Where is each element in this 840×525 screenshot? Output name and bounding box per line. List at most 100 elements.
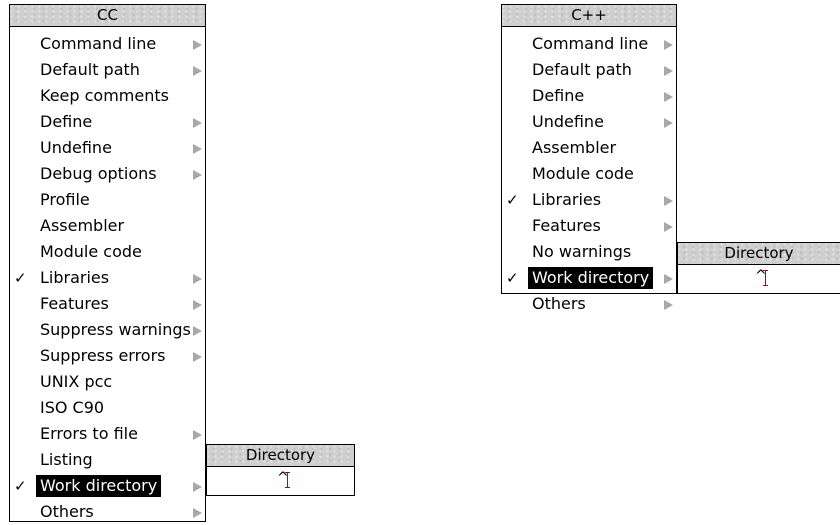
cc-menu: CC Command line Default path Keep comments… [9,4,206,522]
menu-item-label: Features [532,216,601,235]
submenu-arrow-icon[interactable] [193,300,202,310]
cpp-directory-title: Directory [678,243,840,265]
menu-item-label: Default path [40,60,140,79]
tick-icon: ✓ [506,269,519,287]
menu-item-label: Module code [532,164,634,183]
menu-item-label: Keep comments [40,86,169,105]
menu-item[interactable]: Suppress warnings [10,317,205,343]
menu-item[interactable]: ✓ Work directory [502,265,676,291]
submenu-arrow-icon[interactable] [193,170,202,180]
menu-item[interactable]: UNIX pcc [10,369,205,395]
cc-directory-title: Directory [207,445,354,467]
cc-directory-value: ^ [277,470,289,486]
menu-item-label: Others [40,502,94,521]
submenu-arrow-icon[interactable] [193,40,202,50]
menu-item-label: No warnings [532,242,632,261]
menu-item-label: Assembler [532,138,617,157]
menu-item[interactable]: Assembler [10,213,205,239]
submenu-arrow-icon[interactable] [664,222,673,232]
submenu-arrow-icon[interactable] [664,118,673,128]
menu-item[interactable]: Command line [10,31,205,57]
menu-item[interactable]: Define [10,109,205,135]
menu-item[interactable]: Define [502,83,676,109]
menu-item-label: Debug options [40,164,157,183]
menu-item-label: Define [532,86,585,105]
menu-item-label: Others [532,294,586,313]
menu-item-label: UNIX pcc [40,372,113,391]
text-cursor-icon [285,472,290,488]
submenu-arrow-icon[interactable] [664,92,673,102]
menu-item[interactable]: No warnings [502,239,676,265]
submenu-arrow-icon[interactable] [664,300,673,310]
menu-item-label: ISO C90 [40,398,105,417]
menu-item-label: Work directory [36,475,162,497]
menu-item[interactable]: Suppress errors [10,343,205,369]
menu-item-label: Errors to file [40,424,138,443]
menu-item-label: Libraries [40,268,110,287]
cc-directory-dialog: Directory ^ [206,444,355,496]
submenu-arrow-icon[interactable] [193,508,202,518]
menu-item-label: Work directory [528,267,654,289]
cpp-directory-value: ^ [755,268,767,284]
menu-item-label: Libraries [532,190,602,209]
menu-item-label: Suppress warnings [40,320,191,339]
submenu-arrow-icon[interactable] [193,66,202,76]
submenu-arrow-icon[interactable] [664,66,673,76]
cc-directory-input[interactable]: ^ [207,467,354,493]
submenu-arrow-icon[interactable] [193,482,202,492]
tick-icon: ✓ [506,191,519,209]
menu-item-label: Module code [40,242,142,261]
menu-item-label: Define [40,112,93,131]
menu-item-label: Command line [532,34,649,53]
menu-item[interactable]: Features [502,213,676,239]
menu-item[interactable]: Command line [502,31,676,57]
cpp-menu: C++ Command line Default path Define Undefi… [501,4,677,313]
menu-item[interactable]: Undefine [10,135,205,161]
menu-item[interactable]: Module code [10,239,205,265]
cc-menu-items: Command line Default path Keep comments Def… [10,27,205,525]
menu-item[interactable]: Default path [502,57,676,83]
menu-item-label: Assembler [40,216,125,235]
submenu-arrow-icon[interactable] [193,430,202,440]
menu-item-label: Features [40,294,109,313]
menu-item-label: Suppress errors [40,346,166,365]
menu-item[interactable]: ✓ Libraries [10,265,205,291]
cpp-directory-input[interactable]: ^ [678,265,840,291]
menu-item-label: Listing [40,450,93,469]
menu-item-label: Undefine [532,112,604,131]
menu-item[interactable]: ISO C90 [10,395,205,421]
menu-item[interactable]: Others [10,499,205,525]
cpp-menu-items: Command line Default path Define Undefine As… [502,27,676,317]
menu-item[interactable]: Others [502,291,676,317]
menu-item-label: Undefine [40,138,112,157]
menu-item[interactable]: Features [10,291,205,317]
submenu-arrow-icon[interactable] [193,274,202,284]
menu-item[interactable]: Listing [10,447,205,473]
cc-menu-title: CC [10,5,205,27]
menu-item-label: Default path [532,60,632,79]
menu-item[interactable]: Default path [10,57,205,83]
cpp-menu-title: C++ [502,5,676,27]
cpp-directory-dialog: Directory ^ [677,242,840,294]
submenu-arrow-icon[interactable] [193,144,202,154]
menu-item[interactable]: ✓ Work directory [10,473,205,499]
menu-item-label: Profile [40,190,90,209]
menu-item[interactable]: Errors to file [10,421,205,447]
menu-item[interactable]: Debug options [10,161,205,187]
submenu-arrow-icon[interactable] [193,118,202,128]
submenu-arrow-icon[interactable] [664,40,673,50]
submenu-arrow-icon[interactable] [664,196,673,206]
submenu-arrow-icon[interactable] [193,352,202,362]
menu-item[interactable]: Assembler [502,135,676,161]
menu-item[interactable]: Keep comments [10,83,205,109]
submenu-arrow-icon[interactable] [193,326,202,336]
menu-item[interactable]: ✓ Libraries [502,187,676,213]
menu-item-label: Command line [40,34,157,53]
menu-item[interactable]: Module code [502,161,676,187]
submenu-arrow-icon[interactable] [664,274,673,284]
menu-item[interactable]: Profile [10,187,205,213]
text-cursor-icon [763,270,768,286]
tick-icon: ✓ [14,477,27,495]
menu-item[interactable]: Undefine [502,109,676,135]
tick-icon: ✓ [14,269,27,287]
